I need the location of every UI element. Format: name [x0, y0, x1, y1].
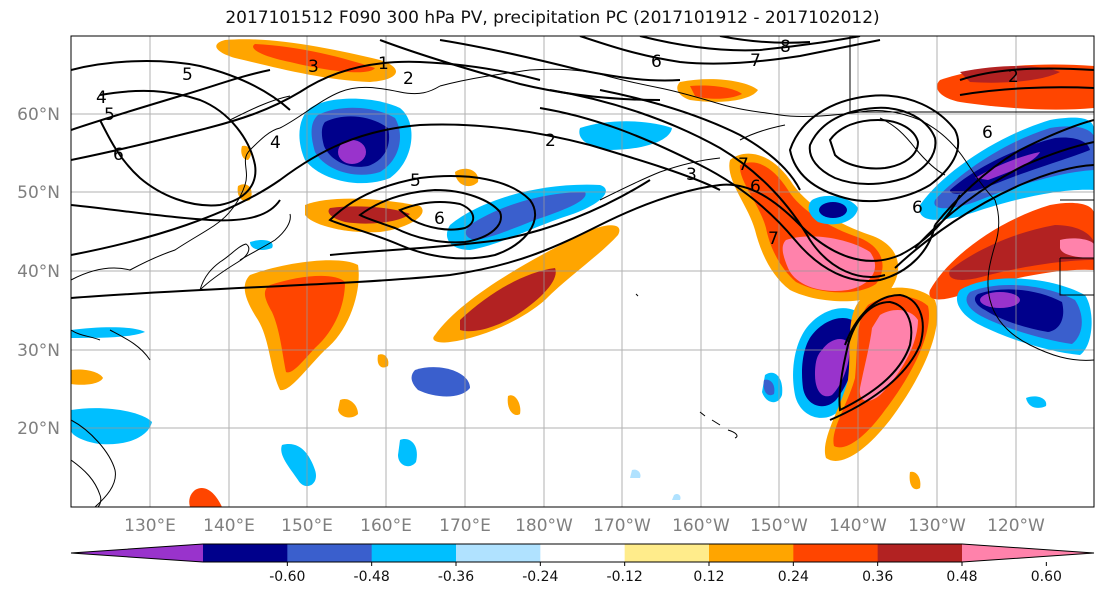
contour-label: 8: [780, 37, 791, 57]
contour-label: 7: [750, 51, 761, 71]
latitude-labels: 60°N 50°N 40°N 30°N 20°N: [17, 105, 60, 439]
contour-label: 3: [308, 57, 319, 77]
colorbar-arrow-high: [962, 544, 1094, 562]
contour-label: 4: [270, 133, 281, 153]
lon-label: 130°E: [124, 516, 176, 536]
contour-label: 2: [403, 69, 414, 89]
colorbar-segment: [371, 544, 457, 562]
map-title: 2017101512 F090 300 hPa PV, precipitatio…: [225, 8, 880, 28]
contour-label: 5: [104, 105, 115, 125]
contour-label: 7: [738, 155, 749, 175]
lon-label: 170°E: [439, 516, 491, 536]
colorbar-tick-label: -0.60: [269, 569, 305, 585]
lon-label: 160°E: [360, 516, 412, 536]
contour-label: 4: [96, 88, 107, 108]
lon-label: 120°W: [987, 516, 1045, 536]
colorbar-segment: [793, 544, 879, 562]
contour-label-group: 5 4 5 6 3 1 2 4 5 6 2 6 7 8 3 7 6 7 2 6 …: [96, 37, 1019, 249]
lat-label: 40°N: [17, 262, 60, 282]
lon-label: 150°W: [750, 516, 808, 536]
colorbar-outline: [70, 543, 1095, 563]
colorbar-tick-label: 0.12: [693, 569, 724, 585]
coastlines: [71, 36, 1094, 507]
pv-contours: [71, 36, 1094, 421]
colorbar-tick-label: -0.48: [354, 569, 390, 585]
contour-label: 6: [982, 123, 993, 143]
contour-label: 6: [651, 52, 662, 72]
contour-label: 1: [378, 54, 389, 74]
colorbar-ticks: -0.60 -0.48 -0.36 -0.24 -0.12 0.12 0.24 0.36 0.4…: [269, 562, 1062, 585]
colorbar-tick-label: -0.12: [607, 569, 643, 585]
contour-label: 6: [750, 177, 761, 197]
lon-label: 170°W: [593, 516, 651, 536]
colorbar-tick-label: 0.24: [778, 569, 809, 585]
colorbar: -0.60 -0.48 -0.36 -0.24 -0.12 0.12 0.24 0.36 0.4…: [70, 543, 1095, 585]
contour-label: 5: [410, 171, 421, 191]
map-frame: [70, 35, 1095, 508]
colorbar-segment: [877, 544, 963, 562]
lon-label: 160°W: [672, 516, 730, 536]
lat-label: 60°N: [17, 105, 60, 125]
colorbar-segment: [287, 544, 373, 562]
colorbar-tick-label: 0.48: [946, 569, 977, 585]
colorbar-arrow-low: [71, 544, 203, 562]
colorbar-tick-label: 0.60: [1031, 569, 1062, 585]
contour-label: 7: [768, 229, 779, 249]
lon-label: 150°E: [281, 516, 333, 536]
colorbar-segment: [709, 544, 794, 562]
colorbar-segment: [540, 544, 626, 562]
lon-label: 180°W: [515, 516, 573, 536]
contour-label: 6: [434, 209, 445, 229]
colorbar-tick-label: -0.36: [438, 569, 474, 585]
colorbar-segment: [203, 544, 288, 562]
colorbar-segments: [70, 543, 1095, 563]
contour-label: 5: [182, 65, 193, 85]
contour-label: 2: [1008, 67, 1019, 87]
lon-label: 140°W: [829, 516, 887, 536]
contour-label: 6: [912, 198, 923, 218]
colorbar-tick-label: -0.24: [522, 569, 558, 585]
colorbar-tick-label: 0.36: [862, 569, 893, 585]
lat-label: 30°N: [17, 341, 60, 361]
colorbar-segment: [456, 544, 541, 562]
colorbar-segment: [624, 544, 710, 562]
precip-shading: [71, 39, 1094, 507]
lat-label: 50°N: [17, 183, 60, 203]
contour-label: 3: [686, 165, 697, 185]
contour-label: 6: [113, 145, 124, 165]
longitude-labels: 130°E 140°E 150°E 160°E 170°E 180°W 170°…: [124, 516, 1045, 536]
lat-label: 20°N: [17, 419, 60, 439]
lon-label: 130°W: [908, 516, 966, 536]
lon-label: 140°E: [203, 516, 255, 536]
contour-label: 2: [545, 131, 556, 151]
